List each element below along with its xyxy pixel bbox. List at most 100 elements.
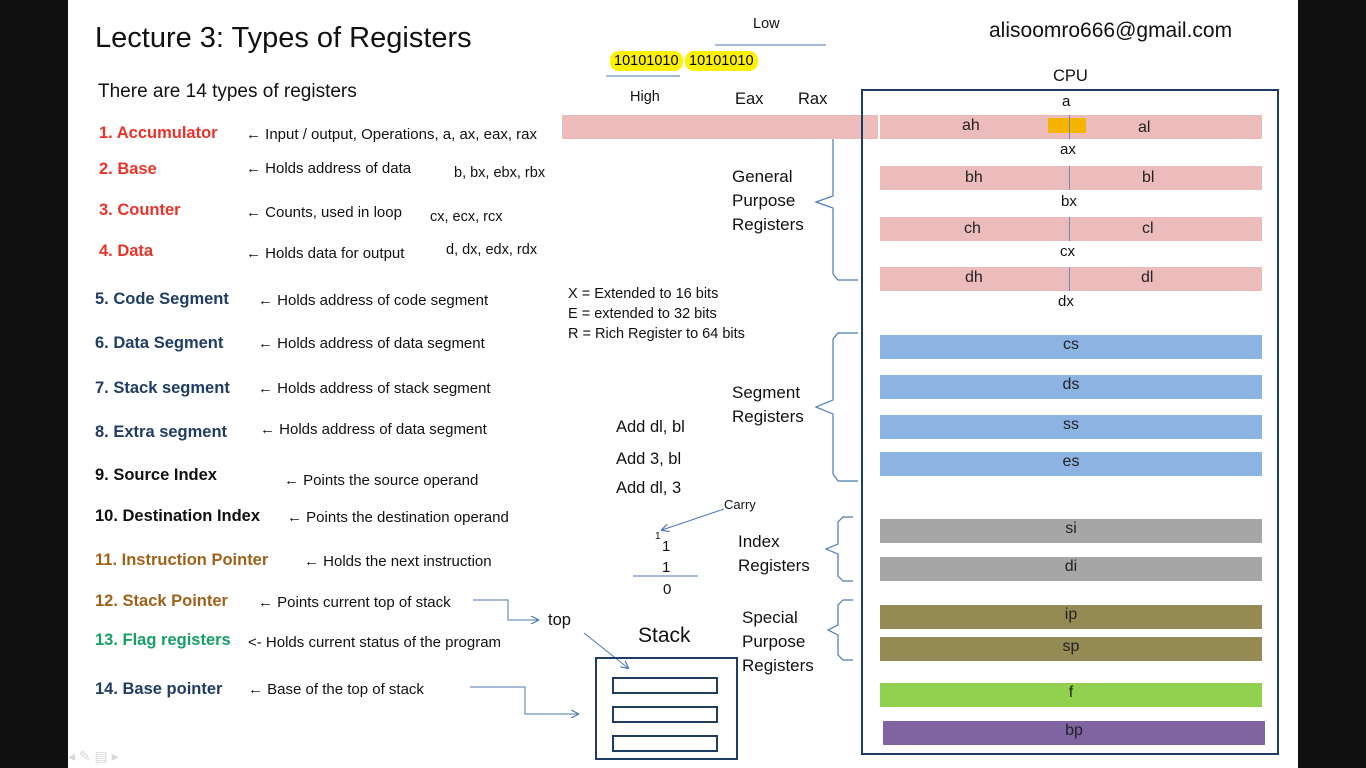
register-name: 11. Instruction Pointer bbox=[95, 551, 269, 569]
cx-register-bar: ch cl bbox=[880, 217, 1262, 241]
register-name: 14. Base pointer bbox=[95, 680, 223, 698]
bx-register-bar: bh bl bbox=[880, 166, 1262, 190]
menu-icon[interactable]: ▤ bbox=[94, 748, 108, 764]
extension-note: E = extended to 32 bits bbox=[568, 306, 717, 322]
reg-bx-label: bx bbox=[1061, 193, 1077, 210]
register-name: 8. Extra segment bbox=[95, 423, 228, 441]
register-name: 4. Data bbox=[99, 242, 154, 260]
di-register-bar: di bbox=[880, 557, 1262, 581]
reg-dl: dl bbox=[1141, 269, 1154, 286]
cpu-label: CPU bbox=[1053, 67, 1088, 85]
si-register-bar: si bbox=[880, 519, 1262, 543]
general-purpose-label: General Purpose Registers bbox=[732, 167, 804, 234]
stack-label: Stack bbox=[638, 624, 691, 647]
reg-ip: ip bbox=[1064, 606, 1078, 623]
extension-note: X = Extended to 16 bits bbox=[568, 286, 719, 302]
stack-diagram bbox=[595, 657, 738, 760]
register-desc: ← Base of the top of stack bbox=[248, 681, 424, 698]
register-desc: ← Holds address of data segment bbox=[260, 421, 487, 438]
sp-register-bar: sp bbox=[880, 637, 1262, 661]
highlight-marker bbox=[1048, 118, 1086, 133]
carry-digit: 1 bbox=[655, 531, 661, 542]
es-register-bar: es bbox=[880, 452, 1262, 476]
reg-ch: ch bbox=[964, 220, 981, 237]
subtitle: There are 14 types of registers bbox=[98, 81, 357, 102]
register-name: 9. Source Index bbox=[95, 466, 217, 484]
stack-slot bbox=[612, 735, 718, 752]
cpu-box bbox=[861, 89, 1279, 755]
extension-note: R = Rich Register to 64 bits bbox=[568, 326, 745, 342]
reg-ah: ah bbox=[962, 117, 980, 134]
reg-bh: bh bbox=[965, 169, 983, 186]
slideshow-controls[interactable]: ◂ ✎ ▤ ▸ bbox=[68, 748, 119, 765]
register-variants: cx, ecx, rcx bbox=[430, 209, 503, 225]
register-desc: ← Holds data for output bbox=[246, 245, 405, 262]
low-label: Low bbox=[753, 16, 780, 32]
register-desc: ← Input / output, Operations, a, ax, eax… bbox=[246, 126, 537, 143]
segment-registers-label: Segment Registers bbox=[732, 383, 804, 426]
reg-ds: ds bbox=[1062, 376, 1080, 393]
instruction-example: Add dl, bl bbox=[616, 418, 685, 436]
rax-width-bar bbox=[562, 115, 878, 139]
reg-dh: dh bbox=[965, 269, 983, 286]
special-purpose-label: Special Purpose Registers bbox=[742, 608, 814, 675]
pen-icon[interactable]: ✎ bbox=[78, 748, 91, 764]
index-registers-label: Index Registers bbox=[738, 532, 810, 575]
reg-si: si bbox=[1065, 520, 1077, 537]
register-desc: ← Holds address of stack segment bbox=[258, 380, 491, 397]
register-desc: ← Points current top of stack bbox=[258, 594, 451, 611]
rax-label: Rax bbox=[798, 90, 828, 108]
register-desc: <- Holds current status of the program bbox=[248, 634, 502, 651]
ds-register-bar: ds bbox=[880, 375, 1262, 399]
carry-label: Carry bbox=[724, 497, 756, 512]
register-desc: ← Holds address of code segment bbox=[258, 292, 489, 309]
register-desc: ← Counts, used in loop bbox=[246, 204, 402, 221]
ss-register-bar: ss bbox=[880, 415, 1262, 439]
reg-bl: bl bbox=[1142, 169, 1155, 186]
stack-slot bbox=[612, 706, 718, 723]
register-name: 12. Stack Pointer bbox=[95, 592, 228, 610]
slide-title: Lecture 3: Types of Registers bbox=[95, 22, 472, 54]
dx-register-bar: dh dl bbox=[880, 267, 1262, 291]
register-name: 7. Stack segment bbox=[95, 379, 230, 397]
register-name: 13. Flag registers bbox=[95, 631, 231, 649]
bp-register-bar: bp bbox=[883, 721, 1265, 745]
eax-label: Eax bbox=[735, 90, 764, 108]
reg-dx-label: dx bbox=[1058, 293, 1074, 310]
addend-b: 1 bbox=[662, 559, 671, 576]
prev-slide-icon[interactable]: ◂ bbox=[68, 748, 76, 764]
sum-result: 0 bbox=[663, 581, 672, 598]
reg-f: f bbox=[1068, 684, 1074, 701]
register-name: 10. Destination Index bbox=[95, 507, 261, 525]
reg-cx-label: cx bbox=[1060, 243, 1075, 260]
register-desc: ← Holds the next instruction bbox=[304, 553, 492, 570]
reg-di: di bbox=[1064, 558, 1078, 575]
register-desc: ← Points the source operand bbox=[284, 472, 479, 489]
reg-es: es bbox=[1062, 453, 1080, 470]
register-desc: ← Points the destination operand bbox=[287, 509, 509, 526]
register-name: 6. Data Segment bbox=[95, 334, 224, 352]
stack-slot bbox=[612, 677, 718, 694]
reg-al: al bbox=[1138, 119, 1151, 136]
ax-register-bar: ah al bbox=[880, 115, 1262, 139]
instruction-example: Add 3, bl bbox=[616, 450, 682, 468]
stack-top-label: top bbox=[548, 611, 571, 629]
register-name: 2. Base bbox=[99, 160, 157, 178]
reg-cs: cs bbox=[1063, 336, 1079, 353]
next-slide-icon[interactable]: ▸ bbox=[111, 748, 119, 764]
author-email: alisoomro666@gmail.com bbox=[989, 19, 1233, 42]
low-byte: 10101010 bbox=[685, 51, 758, 71]
ip-register-bar: ip bbox=[880, 605, 1262, 629]
flag-register-bar: f bbox=[880, 683, 1262, 707]
instruction-example: Add dl, 3 bbox=[616, 479, 682, 497]
register-name: 3. Counter bbox=[99, 201, 181, 219]
register-desc: ← Holds address of data segment bbox=[258, 335, 485, 352]
addend-a: 1 bbox=[662, 538, 671, 555]
register-variants: b, bx, ebx, rbx bbox=[454, 165, 546, 181]
register-name: 5. Code Segment bbox=[95, 290, 229, 308]
register-desc: ← Holds address of data bbox=[246, 160, 412, 177]
slide: Lecture 3: Types of Registers alisoomro6… bbox=[68, 0, 1298, 768]
reg-bp: bp bbox=[1065, 722, 1083, 739]
reg-a-label: a bbox=[1062, 93, 1071, 110]
register-name: 1. Accumulator bbox=[99, 124, 218, 142]
